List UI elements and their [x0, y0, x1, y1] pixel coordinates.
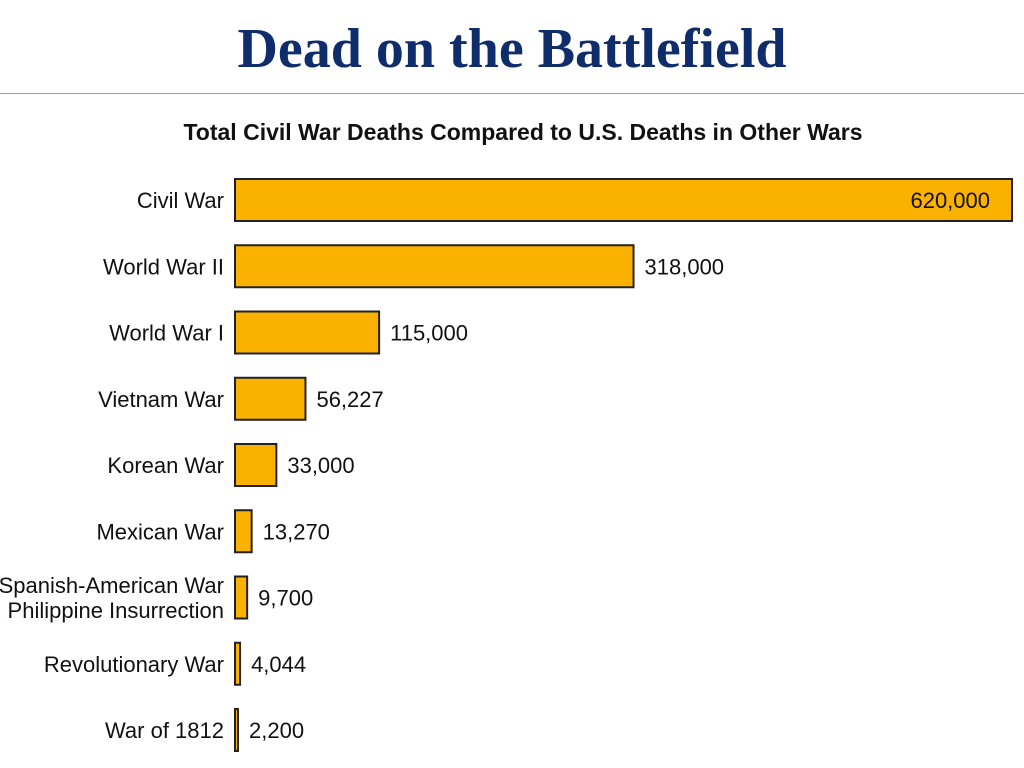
value-label: 4,044	[251, 652, 306, 677]
category-label: World War II	[103, 254, 224, 279]
category-label-line: Spanish-American War	[0, 573, 224, 598]
bar	[234, 178, 1013, 222]
bar	[234, 244, 635, 289]
title-divider	[0, 93, 1024, 94]
category-label: Revolutionary War	[44, 652, 224, 677]
bar	[234, 509, 253, 554]
bar	[234, 575, 249, 620]
category-label: Civil War	[137, 188, 224, 213]
value-label: 13,270	[263, 519, 330, 544]
value-label: 9,700	[258, 586, 313, 611]
category-label: Spanish-American Warand Philippine Insur…	[0, 573, 224, 623]
category-label-line: Vietnam War	[98, 387, 224, 412]
category-label-line: Civil War	[137, 188, 224, 213]
value-label: 115,000	[390, 321, 468, 346]
value-label: 33,000	[287, 453, 354, 478]
value-label: 56,227	[316, 387, 383, 412]
category-label: Vietnam War	[98, 387, 224, 412]
category-label-line: and Philippine Insurrection	[0, 598, 224, 623]
chart-title: Total Civil War Deaths Compared to U.S. …	[183, 119, 862, 145]
category-label-line: Korean War	[107, 453, 224, 478]
category-label-line: Mexican War	[96, 519, 224, 544]
category-label-line: War of 1812	[105, 718, 224, 743]
bar	[234, 708, 239, 752]
category-label: War of 1812	[105, 718, 224, 743]
category-label-line: World War I	[109, 321, 224, 346]
category-label: World War I	[109, 321, 224, 346]
bar	[234, 641, 242, 686]
value-label: 318,000	[645, 254, 725, 279]
bar	[234, 310, 381, 355]
category-label: Mexican War	[96, 519, 224, 544]
bar	[234, 443, 278, 487]
bar	[234, 376, 307, 421]
category-label: Korean War	[107, 453, 224, 478]
bars-layer: Civil War 620,000 World War II 318,000 World…	[0, 178, 1013, 752]
value-label: 620,000	[910, 188, 990, 213]
category-label-line: Revolutionary War	[44, 652, 224, 677]
value-label: 2,200	[249, 718, 304, 743]
category-label-line: World War II	[103, 254, 224, 279]
slide-title: Dead on the Battlefield	[237, 18, 787, 80]
